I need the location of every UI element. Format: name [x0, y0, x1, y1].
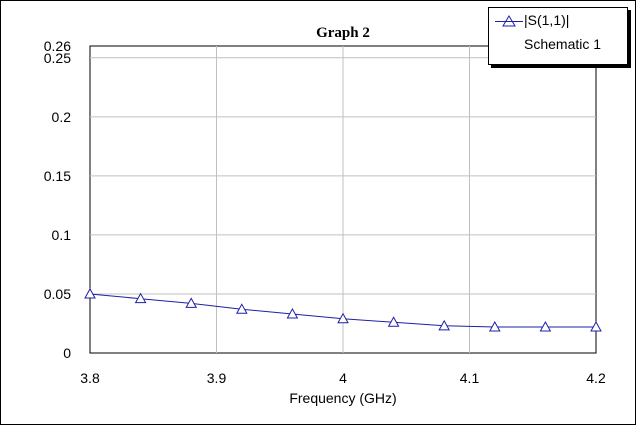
data-point: [488, 320, 501, 332]
x-tick-label: 4.2: [586, 370, 606, 386]
y-axis: 0 0.05 0.1 0.15 0.2 0.250.26: [44, 38, 71, 361]
y-tick-label: 0.2: [52, 109, 72, 125]
legend-series-name: |S(1,1)|: [524, 12, 570, 28]
data-point: [134, 292, 147, 304]
data-point: [286, 308, 299, 319]
x-tick-label: 4.1: [460, 370, 480, 386]
data-point: [387, 316, 400, 327]
data-point: [539, 320, 552, 332]
x-axis: 3.8 3.9 4 4.1 4.2: [80, 370, 606, 386]
series-layer: [84, 287, 602, 332]
legend-line: [495, 21, 523, 22]
x-tick-label: 3.9: [207, 370, 227, 386]
x-tick-label: 4: [339, 370, 347, 386]
y-tick-label: 0.15: [44, 168, 71, 184]
data-point: [185, 297, 198, 308]
data-point: [235, 303, 248, 314]
data-point: [84, 287, 96, 299]
triangle-marker-icon: [502, 15, 516, 27]
y-tick-label: 0.25: [44, 50, 71, 66]
x-axis-label: Frequency (GHz): [289, 390, 396, 406]
legend-series-subtitle: Schematic 1: [524, 36, 602, 52]
y-tick-label: 0.1: [52, 227, 72, 243]
x-tick-label: 3.8: [80, 370, 100, 386]
y-tick-label: 0.05: [44, 286, 71, 302]
y-tick-label: 0: [63, 345, 71, 361]
y-tick-label: 0.26: [44, 38, 71, 54]
data-point: [590, 320, 602, 332]
chart-title: Graph 2: [316, 25, 370, 41]
data-point: [337, 312, 349, 324]
legend[interactable]: |S(1,1)| Schematic 1: [488, 7, 628, 65]
data-point: [438, 319, 451, 331]
